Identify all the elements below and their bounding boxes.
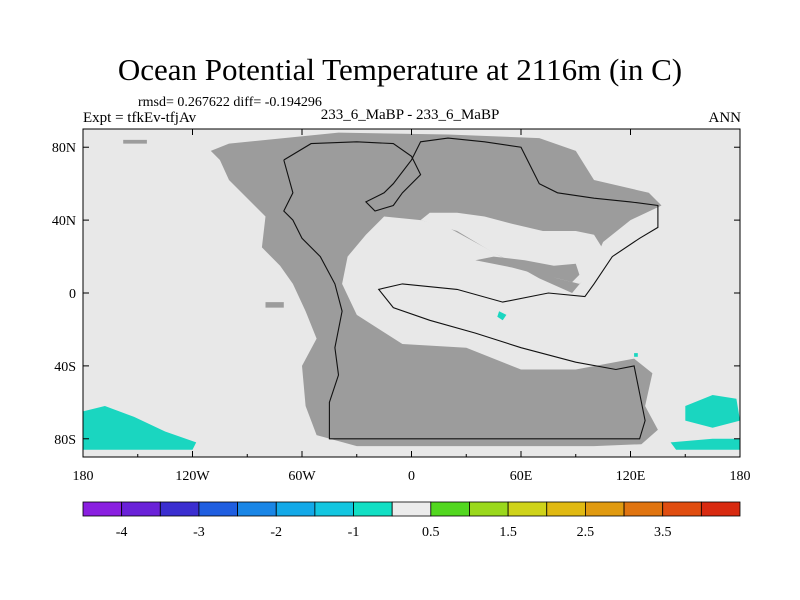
anomaly-patch-0 [83, 406, 197, 450]
colorbar-box-3 [198, 501, 238, 517]
colorbar-box-2 [159, 501, 200, 517]
colorbar-box-9 [430, 501, 470, 517]
colorbar-box-4 [237, 501, 277, 517]
x-tick-label-3: 0 [408, 469, 415, 484]
plot-area [83, 129, 740, 457]
chart-title: Ocean Potential Temperature at 2116m (in… [117, 52, 683, 87]
colorbar-label-6: 2.5 [577, 525, 595, 540]
y-tick-label-3: 40S [54, 360, 76, 375]
colorbar-box-16 [700, 501, 741, 517]
east-land-island [475, 256, 580, 283]
colorbar-box-12 [546, 501, 586, 517]
colorbar-box-7 [353, 501, 393, 517]
period-label: 233_6_MaBP - 233_6_MaBP [320, 107, 500, 123]
small-island-1 [123, 139, 147, 144]
colorbar-box-15 [662, 501, 702, 517]
colorbar-label-5: 1.5 [499, 525, 517, 540]
x-tick-label-4: 60E [510, 469, 533, 484]
colorbar-label-1: -3 [193, 525, 205, 540]
land-mask [210, 132, 662, 447]
colorbar-box-6 [314, 501, 354, 517]
colorbar-label-4: 0.5 [422, 525, 440, 540]
axes: 180 120W 60W 0 60E 120E 180 80N 40N 0 40S 80S [52, 129, 751, 484]
colorbar-label-3: -1 [348, 525, 360, 540]
anomaly-patch-2 [670, 438, 740, 450]
colorbar-box-13 [585, 501, 625, 517]
anomaly-patch-1 [685, 395, 740, 428]
anomaly-patch-3 [497, 311, 507, 321]
colorbar: -4 -3 -2 -1 0.5 1.5 2.5 3.5 [82, 501, 741, 540]
colorbar-label-7: 3.5 [654, 525, 672, 540]
colorbar-box-10 [469, 501, 509, 517]
colorbar-box-8 [391, 501, 432, 517]
colorbar-box-14 [623, 501, 664, 517]
small-island-2 [311, 150, 339, 155]
anomaly-patch-4 [634, 353, 638, 357]
season-label: ANN [708, 110, 742, 126]
colorbar-label-2: -2 [270, 525, 282, 540]
y-tick-label-1: 40N [52, 214, 76, 229]
colorbar-label-0: -4 [116, 525, 128, 540]
stats-line: rmsd= 0.267622 diff= -0.194296 [138, 95, 322, 110]
colorbar-box-1 [121, 501, 161, 517]
x-tick-label-5: 120E [616, 469, 646, 484]
x-tick-label-0: 180 [73, 469, 94, 484]
y-tick-label-2: 0 [69, 287, 76, 302]
small-island-0 [265, 302, 284, 308]
y-tick-label-4: 80S [54, 433, 76, 448]
colorbar-box-11 [507, 501, 548, 517]
x-tick-label-1: 120W [175, 469, 210, 484]
y-tick-label-0: 80N [52, 141, 76, 156]
experiment-label: Expt = tfkEv-tfjAv [83, 110, 197, 126]
x-tick-label-6: 180 [730, 469, 751, 484]
colorbar-box-0 [82, 501, 123, 517]
colorbar-box-5 [275, 501, 316, 517]
coastline-contour [283, 137, 659, 440]
x-tick-label-2: 60W [288, 469, 316, 484]
